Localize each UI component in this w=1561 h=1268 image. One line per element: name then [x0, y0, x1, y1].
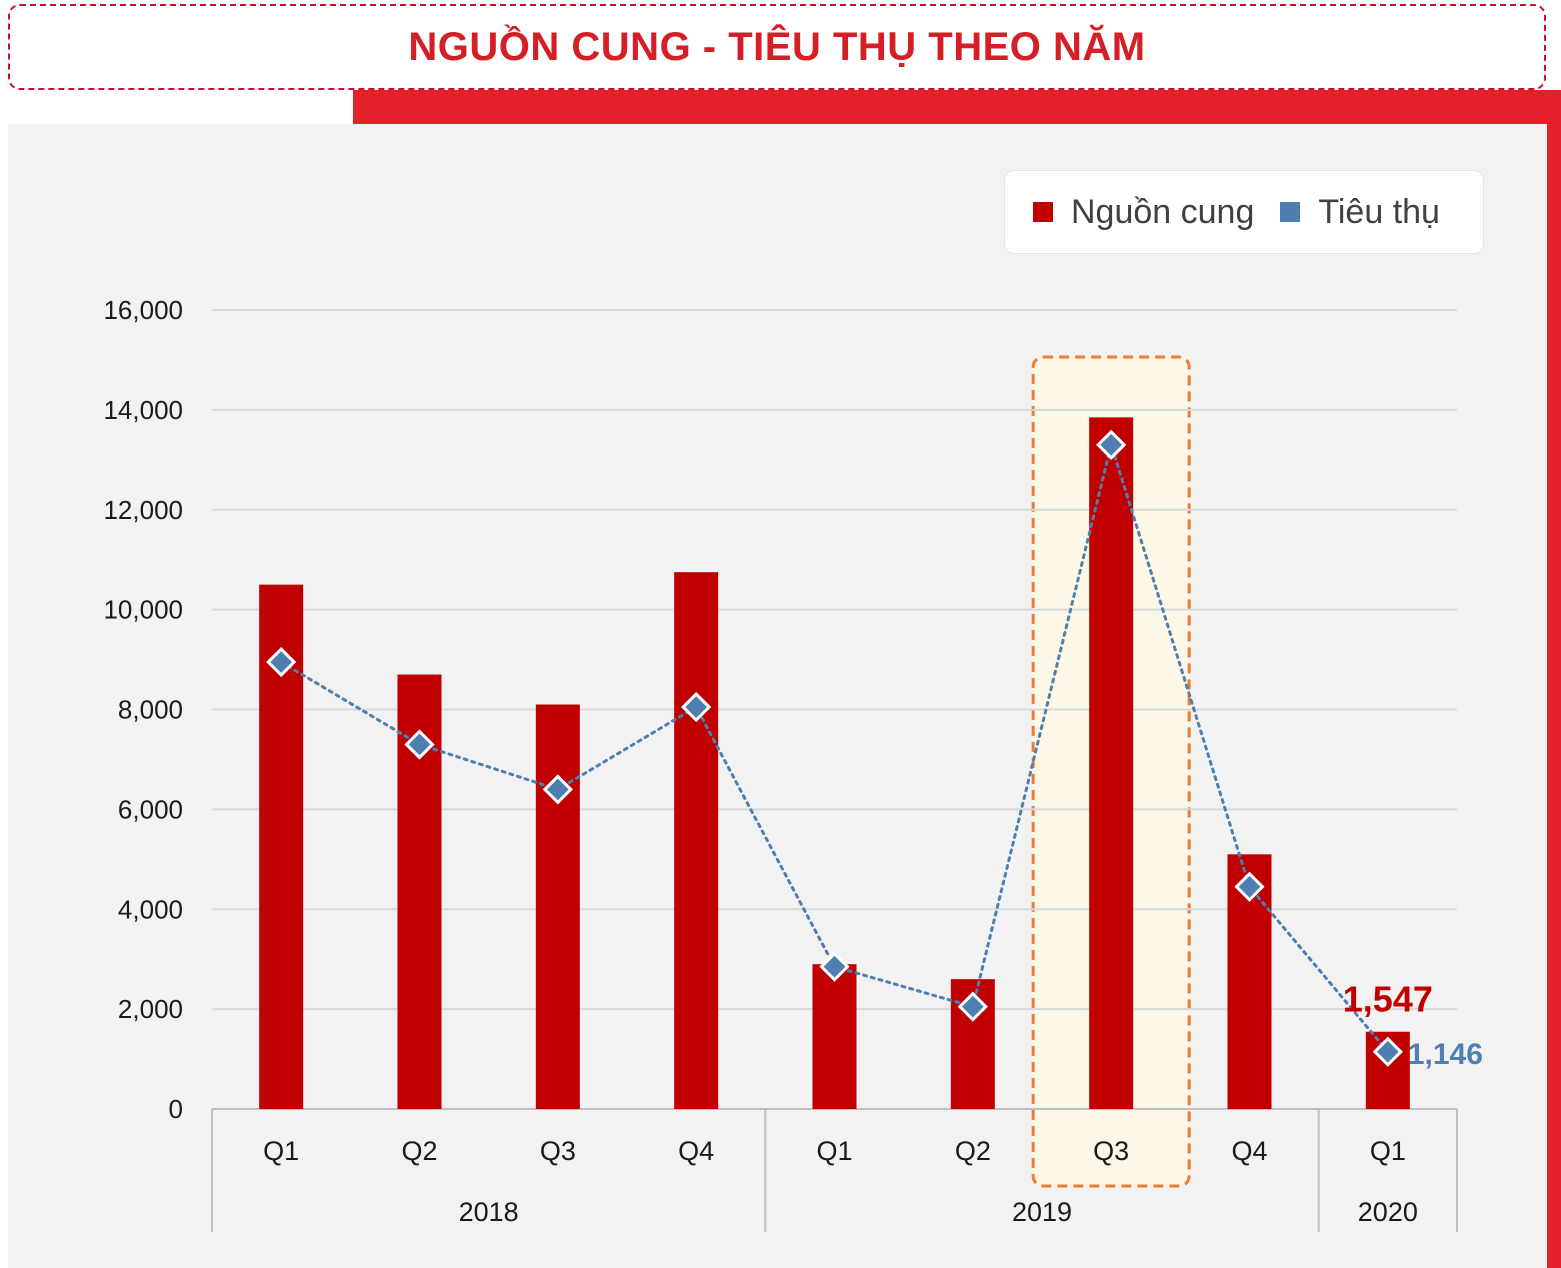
- x-group-label: 2018: [459, 1197, 519, 1227]
- marker-consumption: [957, 991, 988, 1022]
- y-tick-label: 8,000: [118, 695, 183, 725]
- marker-consumption: [1372, 1036, 1403, 1067]
- header-red-strip: [353, 90, 1561, 124]
- y-tick-label: 2,000: [118, 994, 183, 1024]
- x-tick-label: Q2: [955, 1136, 991, 1166]
- legend-item-consumption: Tiêu thụ: [1280, 193, 1440, 232]
- marker-consumption: [819, 951, 850, 982]
- marker-consumption: [681, 691, 712, 723]
- right-red-edge: [1547, 90, 1561, 1268]
- x-tick-label: Q4: [1231, 1136, 1267, 1166]
- x-tick-label: Q3: [1093, 1136, 1129, 1166]
- marker-consumption: [542, 774, 573, 805]
- data-label-supply: 1,547: [1343, 979, 1433, 1020]
- y-tick-label: 10,000: [103, 595, 183, 625]
- legend-label-consumption: Tiêu thụ: [1318, 192, 1440, 231]
- y-tick-label: 16,000: [103, 295, 183, 325]
- page-title: NGUỒN CUNG - TIÊU THỤ THEO NĂM: [408, 24, 1146, 69]
- x-tick-label: Q1: [1370, 1136, 1406, 1166]
- bar-supply: [812, 964, 857, 1109]
- y-tick-label: 0: [169, 1094, 183, 1124]
- marker-consumption: [266, 646, 297, 678]
- x-tick-label: Q4: [678, 1136, 714, 1166]
- y-tick-label: 12,000: [103, 495, 183, 525]
- legend-item-supply: Nguồn cung: [1033, 193, 1254, 232]
- x-tick-label: Q1: [816, 1136, 852, 1166]
- y-tick-label: 6,000: [118, 794, 183, 824]
- bar-supply: [1089, 417, 1134, 1110]
- legend-label-supply: Nguồn cung: [1071, 192, 1255, 231]
- x-tick-label: Q1: [263, 1136, 299, 1166]
- title-box: NGUỒN CUNG - TIÊU THỤ THEO NĂM: [8, 4, 1546, 90]
- x-group-label: 2020: [1358, 1197, 1418, 1227]
- legend-swatch-consumption: [1280, 202, 1301, 222]
- y-tick-label: 4,000: [118, 894, 183, 924]
- bar-supply: [535, 704, 580, 1109]
- x-group-label: 2019: [1012, 1197, 1072, 1227]
- marker-consumption: [1096, 429, 1127, 460]
- legend-swatch-supply: [1033, 202, 1053, 222]
- y-tick-label: 14,000: [103, 395, 183, 425]
- data-label-consumption: 1,146: [1408, 1038, 1483, 1071]
- legend: Nguồn cung Tiêu thụ: [1004, 170, 1484, 254]
- x-tick-label: Q3: [540, 1136, 576, 1166]
- marker-consumption: [404, 729, 435, 760]
- marker-consumption: [1234, 871, 1265, 902]
- bar-supply: [674, 572, 719, 1109]
- x-tick-label: Q2: [401, 1136, 437, 1166]
